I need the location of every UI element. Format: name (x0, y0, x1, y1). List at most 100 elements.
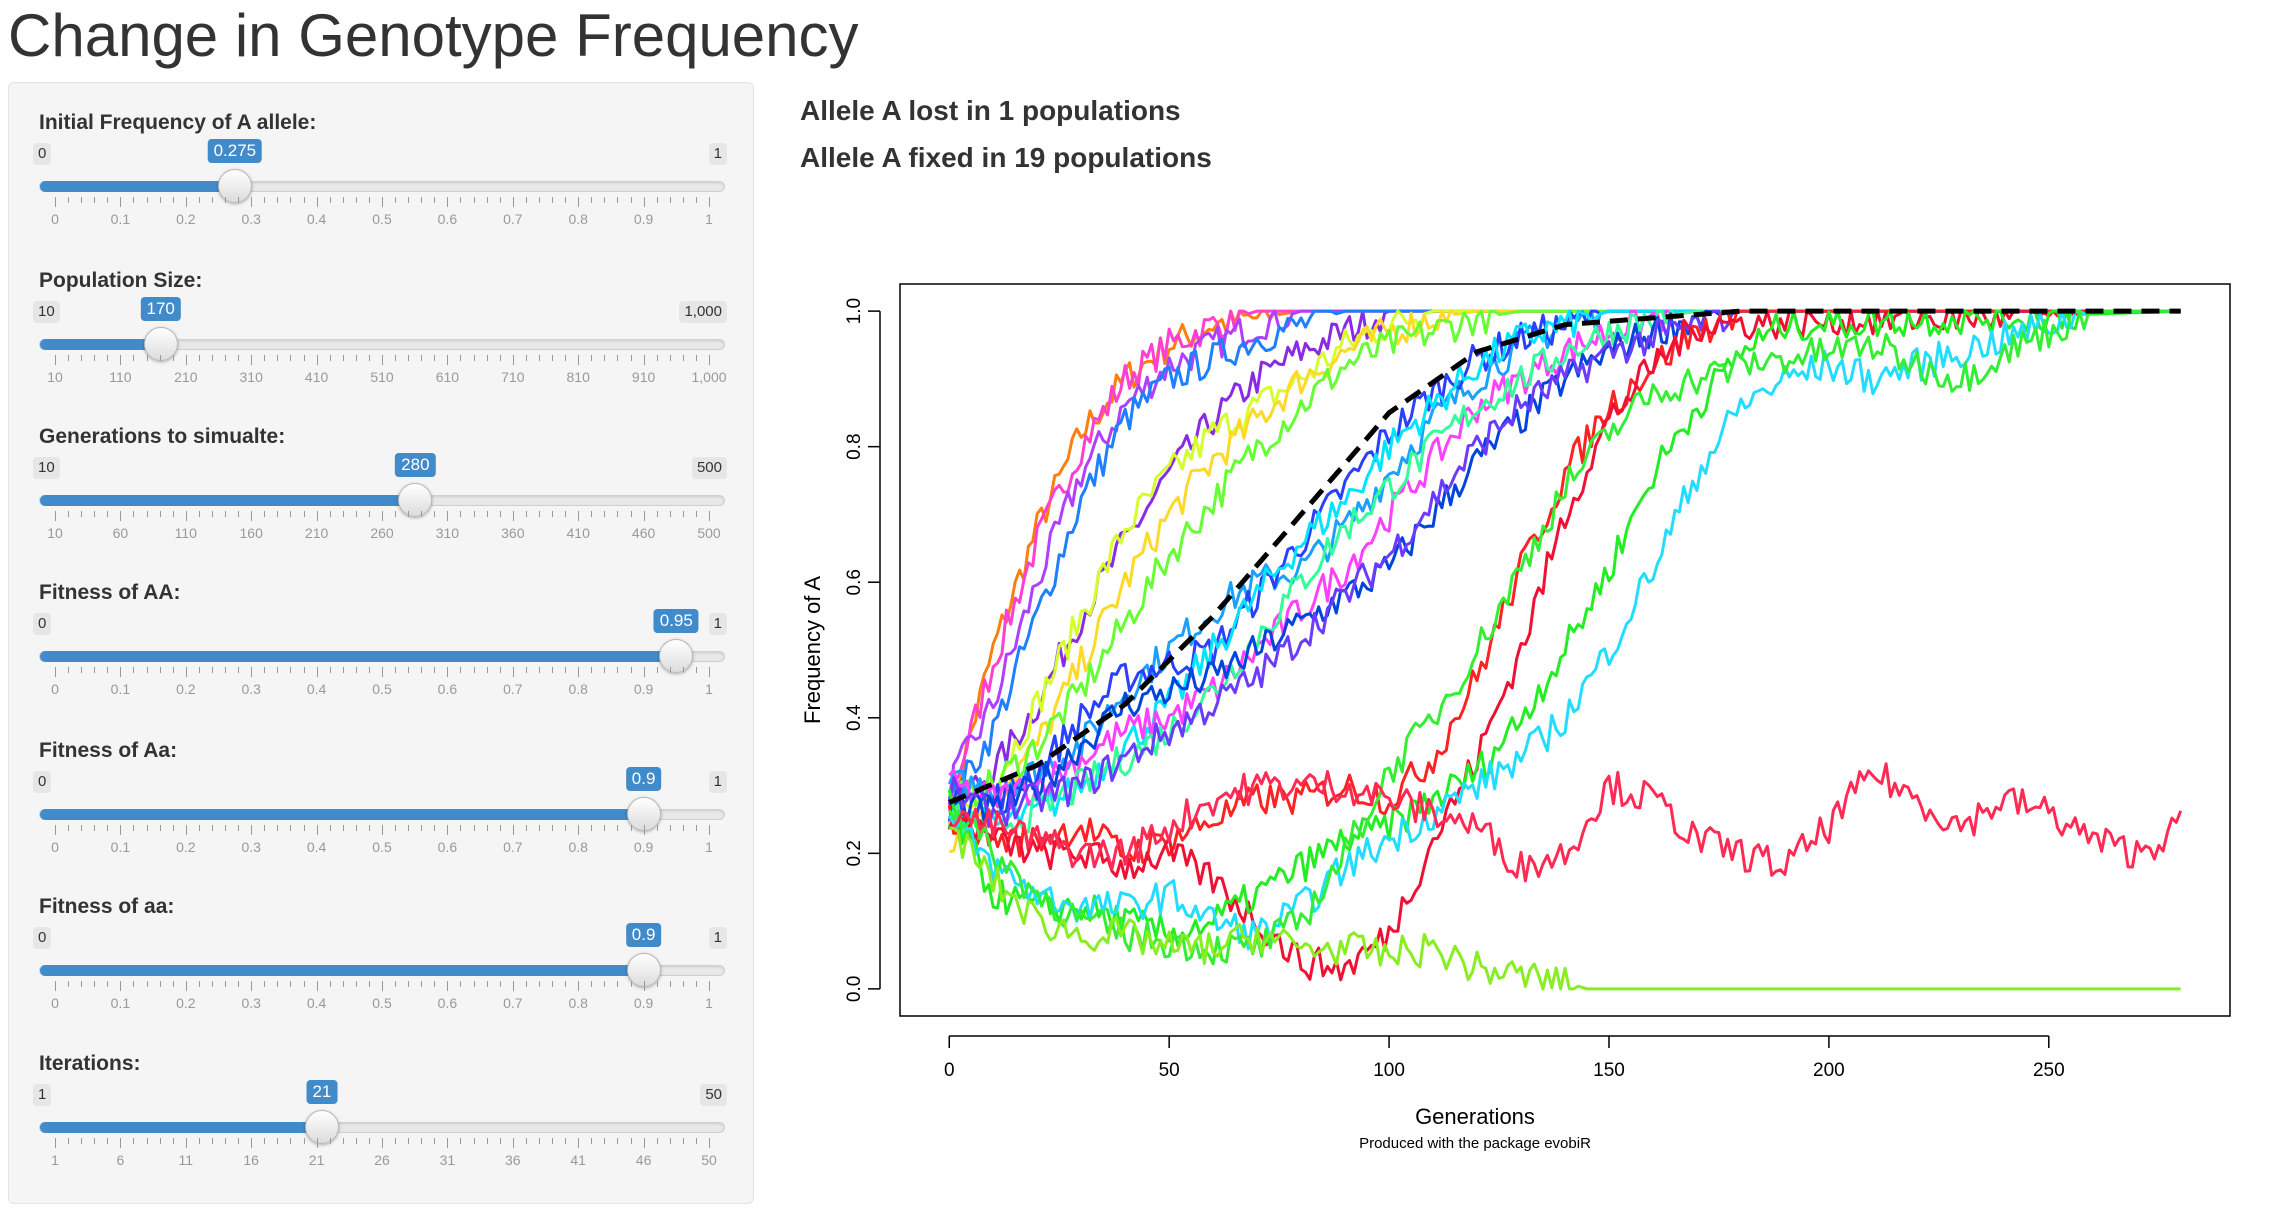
slider-tick-label: 500 (697, 525, 721, 541)
slider-minor-tick (525, 825, 527, 831)
slider-minor-tick (421, 667, 423, 673)
slider-minor-tick (591, 1138, 593, 1144)
y-tick-label: 0.0 (844, 976, 865, 1002)
slider-tick-label: 0.8 (568, 839, 588, 855)
slider-minor-tick (172, 197, 174, 203)
slider-minor-tick (591, 825, 593, 831)
slider-minor-tick (211, 667, 213, 673)
slider-track[interactable] (39, 339, 725, 350)
slider-minor-tick (395, 197, 397, 203)
slider-major-tick (316, 511, 318, 521)
slider-minor-tick (172, 1138, 174, 1144)
slider-minor-tick (264, 981, 266, 987)
slider-minor-tick (94, 355, 96, 361)
slider-handle[interactable] (217, 169, 252, 203)
slider-minor-tick (211, 355, 213, 361)
slider-track[interactable] (39, 809, 725, 820)
slider-major-tick (578, 981, 580, 991)
slider-minor-tick (604, 825, 606, 831)
slider-tick-label: 460 (631, 525, 656, 541)
slider-minor-tick (68, 981, 70, 987)
slider-minor-tick (329, 667, 331, 673)
slider-minor-tick (329, 511, 331, 517)
y-tick-label: 1.0 (844, 298, 865, 324)
slider-tick-label: 210 (304, 525, 329, 541)
slider-major-tick (709, 511, 710, 521)
slider-fill (40, 339, 162, 350)
slider-minor-tick (107, 511, 109, 517)
slider-minor-tick (277, 667, 279, 673)
slider-tick-label: 11 (178, 1152, 194, 1168)
x-tick-label: 150 (1593, 1060, 1625, 1081)
slider-minor-tick (499, 511, 501, 517)
slider-minor-tick (342, 511, 344, 517)
slider-track[interactable] (39, 651, 725, 662)
slider-minor-tick (421, 197, 423, 203)
slider-minor-tick (107, 825, 109, 831)
slider-minor-tick (591, 981, 593, 987)
slider-minor-tick (617, 825, 619, 831)
slider-minor-tick (146, 825, 148, 831)
slider-tick-label: 6 (116, 1152, 125, 1168)
slider-major-tick (709, 825, 710, 835)
slider-minor-tick (525, 197, 527, 203)
slider-minor-tick (290, 667, 292, 673)
slider-minor-tick (68, 667, 70, 673)
slider-track[interactable] (39, 181, 725, 192)
slider-tick-label: 210 (174, 369, 198, 385)
slider-tick-label: 310 (435, 525, 460, 541)
slider-tick-label: 60 (112, 525, 129, 541)
slider-minor-tick (290, 825, 292, 831)
slider-major-tick (512, 1138, 514, 1148)
slider-handle[interactable] (304, 1110, 339, 1144)
slider-minor-tick (264, 825, 266, 831)
slider-handle[interactable] (143, 327, 178, 361)
slider-minor-tick (591, 355, 593, 361)
slider-tick-label: 810 (566, 369, 590, 385)
slider-minor-tick (682, 355, 684, 361)
slider-handle[interactable] (659, 639, 694, 673)
slider-minor-tick (238, 355, 240, 361)
slider-grid: 1 6 11 16 21 26 31 36 41 46 50 (9, 1138, 753, 1188)
slider-minor-tick (133, 197, 135, 203)
slider-minor-tick (525, 511, 527, 517)
slider-minor-tick (159, 981, 161, 987)
slider-minor-tick (290, 981, 292, 987)
slider-minor-tick (408, 511, 410, 517)
slider-minor-tick (421, 1138, 423, 1144)
slider-track[interactable] (39, 1122, 725, 1133)
slider-major-tick (316, 667, 318, 677)
slider-grid: 0 0.1 0.2 0.3 0.4 0.5 0.6 0.7 0.8 0.9 1 (9, 825, 753, 875)
slider-minor-tick (329, 981, 331, 987)
slider-minor-tick (656, 1138, 658, 1144)
slider-tick-label: 41 (570, 1152, 586, 1168)
slider-fill (40, 965, 645, 976)
slider-minor-tick (277, 1138, 279, 1144)
slider-major-tick (382, 355, 383, 365)
slider-tick-label: 310 (239, 369, 263, 385)
slider-minor-tick (146, 981, 148, 987)
slider-handle[interactable] (398, 483, 433, 517)
y-axis-label: Frequency of A (800, 576, 825, 724)
slider-major-tick (55, 197, 56, 207)
slider-minor-tick (159, 1138, 161, 1144)
slider-min-label: 10 (33, 301, 60, 323)
slider-track[interactable] (39, 965, 725, 976)
allele-lost-text: Allele A lost in 1 populations (800, 95, 1181, 126)
slider-major-tick (251, 981, 253, 991)
slider-minor-tick (172, 825, 174, 831)
slider-generations: Generations to simualte: 10 500 280 10 60 110 1… (9, 425, 753, 583)
slider-minor-tick (395, 667, 397, 673)
slider-track[interactable] (39, 495, 725, 506)
slider-value-bubble: 170 (140, 297, 181, 321)
slider-minor-tick (421, 511, 423, 517)
slider-minor-tick (159, 511, 161, 517)
slider-tick-label: 160 (239, 525, 263, 541)
slider-minor-tick (656, 981, 658, 987)
slider-major-tick (643, 667, 645, 677)
slider-minor-tick (565, 667, 567, 673)
slider-minor-tick (211, 197, 213, 203)
slider-minor-tick (329, 197, 331, 203)
slider-min-label: 0 (33, 613, 52, 635)
